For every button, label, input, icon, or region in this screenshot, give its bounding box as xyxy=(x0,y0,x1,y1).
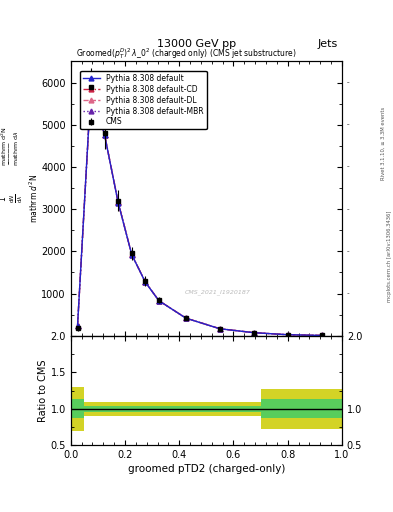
Text: CMS_2021_I1920187: CMS_2021_I1920187 xyxy=(185,289,250,294)
Pythia 8.308 default-MBR xyxy=(252,330,256,336)
Pythia 8.308 default-DL xyxy=(129,251,134,258)
Text: Jets: Jets xyxy=(318,38,338,49)
Pythia 8.308 default-DL xyxy=(89,82,94,88)
Pythia 8.308 default-DL xyxy=(75,323,80,329)
Pythia 8.308 default xyxy=(285,332,290,338)
Line: Pythia 8.308 default: Pythia 8.308 default xyxy=(75,82,324,338)
Pythia 8.308 default-MBR xyxy=(319,332,324,338)
Pythia 8.308 default-MBR xyxy=(285,332,290,338)
Y-axis label: 1
$\frac{\mathrm{d}N}{\mathrm{d}\lambda}$
mathrm $d^2$N: 1 $\frac{\mathrm{d}N}{\mathrm{d}\lambda}… xyxy=(0,174,40,223)
Pythia 8.308 default xyxy=(156,297,161,304)
Text: mathrm d$^2$N: mathrm d$^2$N xyxy=(0,126,9,166)
Pythia 8.308 default xyxy=(129,251,134,258)
Text: Groomed$(p_T^D)^2\,\lambda\_0^2$ (charged only) (CMS jet substructure): Groomed$(p_T^D)^2\,\lambda\_0^2$ (charge… xyxy=(76,47,297,61)
Pythia 8.308 default xyxy=(143,279,148,285)
Pythia 8.308 default-CD xyxy=(102,132,107,138)
Pythia 8.308 default xyxy=(319,332,324,338)
Pythia 8.308 default-DL xyxy=(184,315,188,321)
Pythia 8.308 default-MBR xyxy=(89,82,94,88)
Pythia 8.308 default-DL xyxy=(319,332,324,338)
Line: Pythia 8.308 default-CD: Pythia 8.308 default-CD xyxy=(75,83,324,338)
Pythia 8.308 default-MBR xyxy=(156,297,161,304)
Pythia 8.308 default-CD xyxy=(218,326,222,332)
Text: mcplots.cern.ch [arXiv:1306.3436]: mcplots.cern.ch [arXiv:1306.3436] xyxy=(387,210,391,302)
Pythia 8.308 default-DL xyxy=(218,326,222,332)
Pythia 8.308 default-CD xyxy=(319,332,324,338)
Pythia 8.308 default-MBR xyxy=(102,132,107,138)
Pythia 8.308 default-CD xyxy=(89,82,94,89)
Text: mathrm d$\lambda$: mathrm d$\lambda$ xyxy=(12,130,20,166)
Pythia 8.308 default xyxy=(252,330,256,336)
Text: Rivet 3.1.10, ≥ 3.3M events: Rivet 3.1.10, ≥ 3.3M events xyxy=(381,106,386,180)
Text: 13000 GeV pp: 13000 GeV pp xyxy=(157,38,236,49)
Pythia 8.308 default-CD xyxy=(129,251,134,258)
Y-axis label: Ratio to CMS: Ratio to CMS xyxy=(38,359,48,422)
Pythia 8.308 default-CD xyxy=(184,315,188,321)
Pythia 8.308 default xyxy=(89,81,94,88)
Legend: Pythia 8.308 default, Pythia 8.308 default-CD, Pythia 8.308 default-DL, Pythia 8: Pythia 8.308 default, Pythia 8.308 defau… xyxy=(80,71,207,130)
Pythia 8.308 default-CD xyxy=(116,199,121,205)
Pythia 8.308 default xyxy=(218,326,222,332)
Pythia 8.308 default-MBR xyxy=(75,323,80,329)
Pythia 8.308 default-DL xyxy=(143,279,148,285)
Pythia 8.308 default-MBR xyxy=(184,315,188,321)
Pythia 8.308 default xyxy=(116,200,121,206)
Pythia 8.308 default-CD xyxy=(156,297,161,304)
Text: ─────────: ───────── xyxy=(8,142,12,165)
Line: Pythia 8.308 default-MBR: Pythia 8.308 default-MBR xyxy=(75,82,324,338)
Pythia 8.308 default-MBR xyxy=(116,199,121,205)
Pythia 8.308 default-DL xyxy=(102,132,107,138)
Pythia 8.308 default-DL xyxy=(116,200,121,206)
Pythia 8.308 default-CD xyxy=(252,330,256,336)
Pythia 8.308 default-CD xyxy=(75,323,80,329)
Pythia 8.308 default xyxy=(184,315,188,322)
Pythia 8.308 default-DL xyxy=(285,332,290,338)
Pythia 8.308 default-MBR xyxy=(218,326,222,332)
Pythia 8.308 default-MBR xyxy=(143,279,148,285)
X-axis label: groomed pTD2 (charged-only): groomed pTD2 (charged-only) xyxy=(128,464,285,475)
Pythia 8.308 default xyxy=(102,132,107,138)
Pythia 8.308 default-MBR xyxy=(129,251,134,258)
Line: Pythia 8.308 default-DL: Pythia 8.308 default-DL xyxy=(75,82,324,338)
Pythia 8.308 default-DL xyxy=(252,330,256,336)
Pythia 8.308 default-DL xyxy=(156,297,161,304)
Pythia 8.308 default xyxy=(75,323,80,329)
Pythia 8.308 default-CD xyxy=(143,279,148,285)
Pythia 8.308 default-CD xyxy=(285,332,290,338)
